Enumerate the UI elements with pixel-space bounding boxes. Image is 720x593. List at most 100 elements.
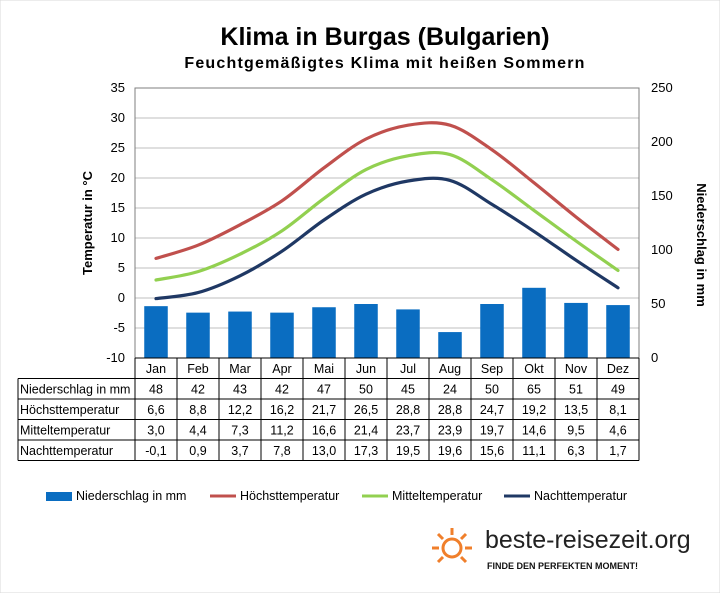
table-cell: 13,5 xyxy=(564,403,588,417)
table-cell: 4,6 xyxy=(609,424,626,438)
legend: Niederschlag in mm Höchsttemperatur Mittel… xyxy=(46,489,627,503)
y-left-tick-label: 35 xyxy=(111,80,125,95)
table-cell: 48 xyxy=(149,383,163,397)
month-label: Dez xyxy=(607,362,629,376)
table-cell: 42 xyxy=(191,383,205,397)
table-cell: 47 xyxy=(317,383,331,397)
month-label: Apr xyxy=(272,362,291,376)
table-row-label: Mitteltemperatur xyxy=(20,424,110,438)
table-cell: 16,6 xyxy=(312,424,336,438)
precipitation-bar xyxy=(606,305,630,358)
y-left-tick-label: 25 xyxy=(111,140,125,155)
month-label: Jul xyxy=(400,362,416,376)
y-left-tick-label: -5 xyxy=(113,320,125,335)
precipitation-bar xyxy=(270,312,294,358)
month-label: Nov xyxy=(565,362,588,376)
table-cell: 21,4 xyxy=(354,424,378,438)
legend-label: Nachttemperatur xyxy=(534,489,627,503)
table-cell: 15,6 xyxy=(480,444,504,458)
precipitation-bar xyxy=(522,287,546,358)
table-cell: 19,2 xyxy=(522,403,546,417)
chart-title: Klima in Burgas (Bulgarien) xyxy=(220,23,549,51)
table-cell: -0,1 xyxy=(145,444,167,458)
y-left-tick-label: 0 xyxy=(118,290,125,305)
table-cell: 13,0 xyxy=(312,444,336,458)
brand-name: beste-reisezeit.org xyxy=(485,526,691,554)
branding: beste-reisezeit.org FINDE DEN PERFEKTEN … xyxy=(432,526,691,571)
month-label: Jun xyxy=(356,362,376,376)
table-row-label: Höchsttemperatur xyxy=(20,403,119,417)
precipitation-bar xyxy=(312,307,336,358)
y-right-tick-label: 50 xyxy=(651,296,665,311)
table-cell: 11,1 xyxy=(522,444,545,458)
high-temperature-line xyxy=(154,121,620,260)
data-table: Jan Feb Mar Apr Mai Jun Jul Aug Sep Okt Nov Dez Nied… xyxy=(17,357,640,461)
table-cell: 6,3 xyxy=(567,444,584,458)
month-label: Jan xyxy=(146,362,166,376)
table-cell: 26,5 xyxy=(354,403,378,417)
month-label: Sep xyxy=(481,362,503,376)
table-cell: 1,7 xyxy=(609,444,626,458)
table-cell: 4,4 xyxy=(189,424,206,438)
y-right-tick-label: 100 xyxy=(651,242,673,257)
table-row-label: Niederschlag in mm xyxy=(20,383,130,397)
table-cell: 23,7 xyxy=(396,424,420,438)
table-cell: 8,1 xyxy=(609,403,626,417)
table-cell: 24 xyxy=(443,383,457,397)
precipitation-bar xyxy=(144,306,168,358)
precipitation-bar xyxy=(396,309,420,358)
brand-slogan: FINDE DEN PERFEKTEN MOMENT! xyxy=(487,561,638,571)
month-label: Mar xyxy=(229,362,251,376)
chart-subtitle: Feuchtgemäßigtes Klima mit heißen Sommer… xyxy=(184,55,585,72)
table-cell: 42 xyxy=(275,383,289,397)
y-left-tick-label: 30 xyxy=(111,110,125,125)
y-right-tick-label: 0 xyxy=(651,350,658,365)
table-cell: 8,8 xyxy=(189,403,206,417)
precipitation-bar xyxy=(438,332,462,358)
month-label: Feb xyxy=(187,362,209,376)
mean-temperature-line xyxy=(154,150,620,282)
table-cell: 3,0 xyxy=(147,424,164,438)
y-left-tick-label: 20 xyxy=(111,170,125,185)
table-cell: 50 xyxy=(359,383,373,397)
y-right-tick-label: 250 xyxy=(651,80,673,95)
precipitation-bar xyxy=(354,304,378,358)
y-left-tick-label: 15 xyxy=(111,200,125,215)
month-label: Mai xyxy=(314,362,334,376)
y-right-tick-label: 150 xyxy=(651,188,673,203)
precipitation-bar xyxy=(480,304,504,358)
legend-label: Niederschlag in mm xyxy=(76,489,186,503)
table-cell: 9,5 xyxy=(567,424,584,438)
table-cell: 45 xyxy=(401,383,415,397)
table-cell: 14,6 xyxy=(522,424,546,438)
y-right-axis-title: Niederschlag in mm xyxy=(694,183,709,307)
precipitation-bar xyxy=(564,302,588,358)
table-cell: 23,9 xyxy=(438,424,462,438)
table-cell: 19,5 xyxy=(396,444,420,458)
table-cell: 0,9 xyxy=(189,444,206,458)
precipitation-bar xyxy=(186,312,210,358)
night-temperature-line xyxy=(154,176,620,301)
table-cell: 3,7 xyxy=(231,444,248,458)
table-cell: 11,2 xyxy=(270,424,293,438)
table-cell: 7,8 xyxy=(273,444,290,458)
table-cell: 19,6 xyxy=(438,444,462,458)
table-cell: 51 xyxy=(569,383,583,397)
table-cell: 16,2 xyxy=(270,403,294,417)
table-cell: 19,7 xyxy=(480,424,504,438)
precipitation-bar xyxy=(228,311,252,358)
table-cell: 6,6 xyxy=(147,403,164,417)
table-row-label: Nachttemperatur xyxy=(20,444,113,458)
month-label: Okt xyxy=(524,362,544,376)
y-left-tick-label: -10 xyxy=(106,350,125,365)
legend-label: Mitteltemperatur xyxy=(392,489,482,503)
table-cell: 7,3 xyxy=(231,424,248,438)
table-cell: 50 xyxy=(485,383,499,397)
y-left-axis-title: Temperatur in °C xyxy=(80,170,95,275)
table-cell: 12,2 xyxy=(228,403,252,417)
table-cell: 28,8 xyxy=(438,403,462,417)
plot-area: 35302520151050-5-10250200150100500Temper… xyxy=(80,80,709,365)
legend-swatch-precipitation xyxy=(46,492,72,501)
legend-label: Höchsttemperatur xyxy=(240,489,339,503)
